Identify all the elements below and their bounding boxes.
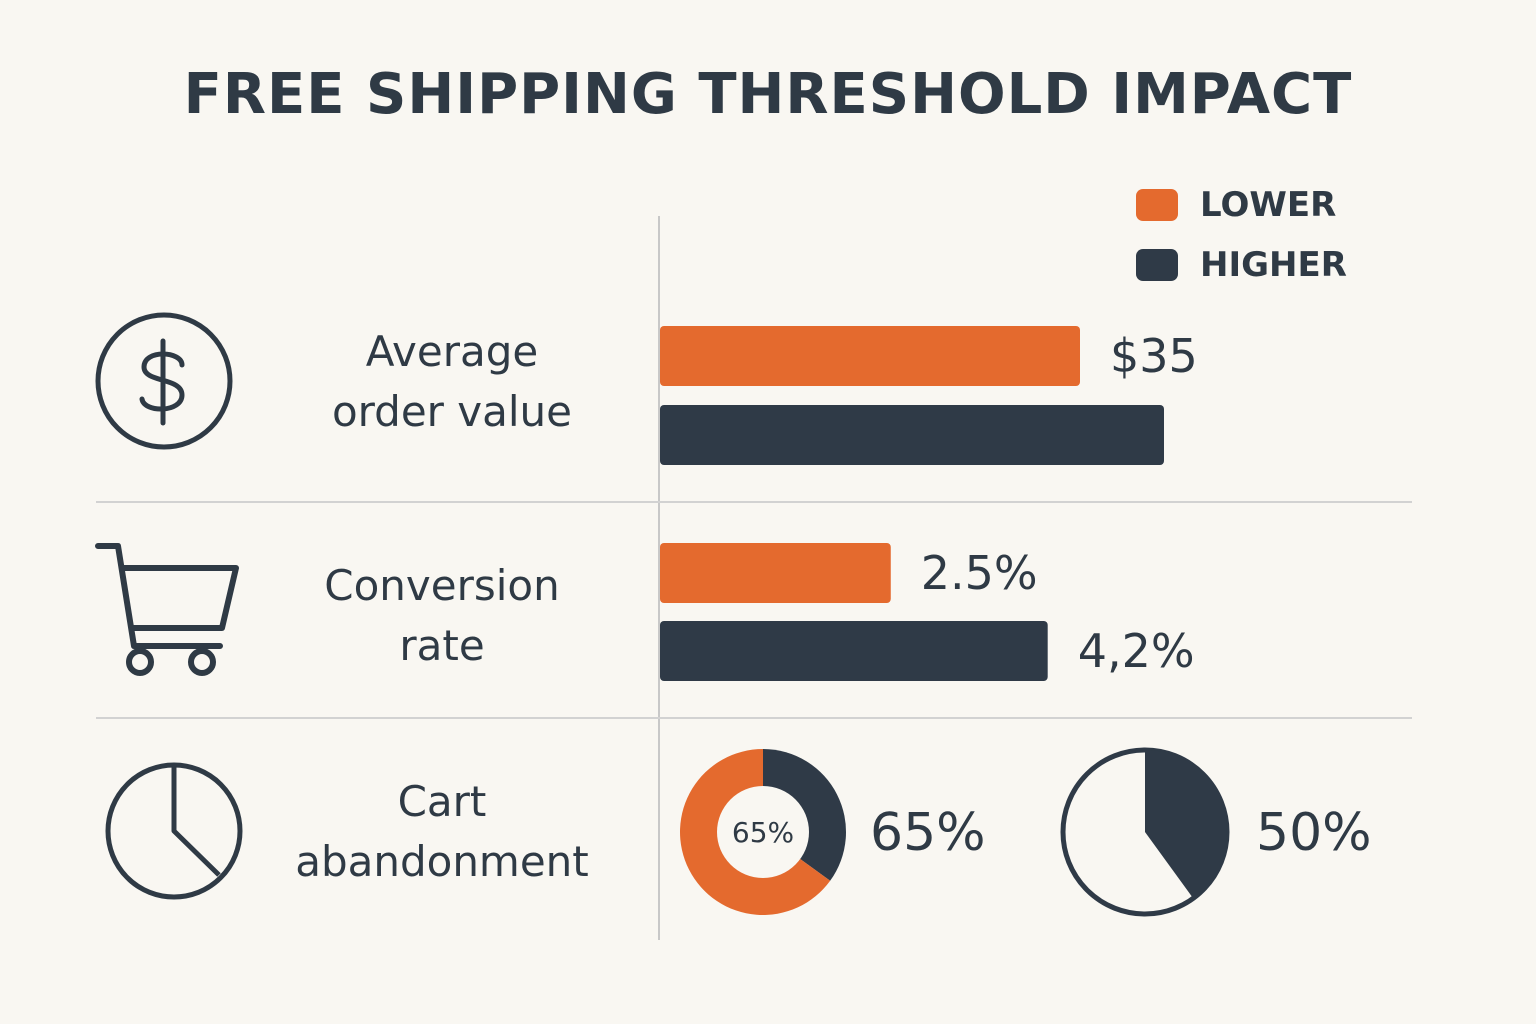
legend-item-higher: HIGHER [1136,245,1347,285]
row-label-line: abandonment [295,837,589,886]
row-label-average-order-value: Average order value [272,322,632,442]
dollar-circle-icon [95,312,233,450]
row-label-line: rate [399,621,485,670]
row-label-line: Conversion [324,561,560,610]
row-divider-2 [96,717,1412,719]
bar-lower-aov [660,326,1080,386]
value-label-higher: 4,2% [1078,624,1195,678]
pie-slice-higher [1145,750,1227,899]
donut-center-label: 65% [732,816,794,849]
shopping-cart-icon [95,543,239,676]
legend-label-higher: HIGHER [1200,245,1347,285]
page-title: FREE SHIPPING THRESHOLD IMPACT [183,62,1353,127]
row-label-line: Average [365,327,539,376]
row-label-line: order value [331,387,573,436]
legend-label-lower: LOWER [1200,185,1337,225]
pie-value-label: 50% [1256,803,1372,863]
donut-value-label: 65% [870,803,986,863]
row-label-cart-abandonment: Cart abandonment [262,772,622,892]
value-label-lower: $35 [1110,329,1198,383]
row-label-line: Cart [397,777,487,826]
legend-swatch-lower [1136,189,1178,221]
bar-higher-aov [660,405,1164,465]
row-label-conversion-rate: Conversion rate [262,556,622,676]
bar-higher-conversion [660,621,1048,681]
bar-lower-conversion [660,543,891,603]
row-divider-1 [96,501,1412,503]
clock-icon [105,762,243,900]
legend-item-lower: LOWER [1136,185,1337,225]
legend-swatch-higher [1136,249,1178,281]
value-label-lower: 2.5% [921,546,1038,600]
column-divider [658,216,660,940]
donut-hole [717,786,809,878]
